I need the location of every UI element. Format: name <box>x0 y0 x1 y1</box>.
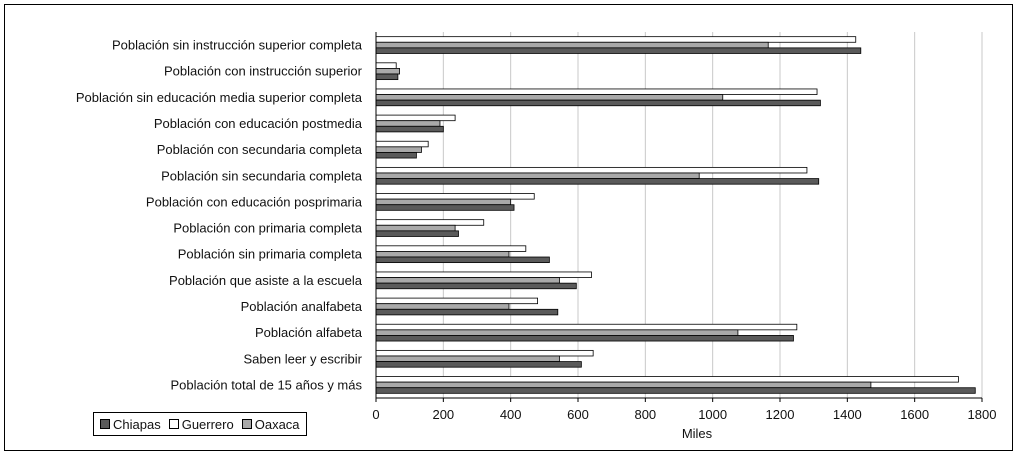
bar-oaxaca-7 <box>375 224 456 232</box>
bar-oaxaca-9 <box>375 277 560 284</box>
category-label-0: Población sin instrucción superior compl… <box>112 38 363 53</box>
bar-oaxaca-6 <box>375 198 512 206</box>
bar-oaxaca-4 <box>375 146 422 153</box>
x-tick-label-0: 0 <box>372 407 379 422</box>
bar-guerrero-10 <box>375 297 539 305</box>
category-label-9: Población que asiste a la escuela <box>169 273 363 288</box>
bar-guerrero-8 <box>375 245 527 252</box>
category-label-6: Población con educación posprimaria <box>146 194 363 209</box>
bar-oaxaca-8 <box>375 251 510 258</box>
bar-guerrero-11 <box>375 323 798 331</box>
bar-chiapas-8 <box>375 256 550 264</box>
bar-guerrero-0 <box>375 36 857 43</box>
bar-guerrero-5 <box>375 166 808 174</box>
legend-swatch-oaxaca <box>241 419 252 429</box>
bar-guerrero-7 <box>375 219 485 226</box>
bar-chiapas-9 <box>375 282 577 290</box>
x-tick-label-800: 800 <box>634 407 656 422</box>
bars <box>375 36 976 394</box>
x-tick-label-1400: 1400 <box>833 407 862 422</box>
legend-item-chiapas: Chiapas <box>100 417 161 432</box>
category-label-3: Población con educación postmedia <box>154 116 363 131</box>
bar-chiapas-13 <box>375 387 976 394</box>
legend-item-oaxaca: Oaxaca <box>241 416 300 432</box>
bar-chiapas-7 <box>375 230 459 237</box>
x-tick-label-400: 400 <box>500 407 522 422</box>
bar-guerrero-1 <box>375 62 397 69</box>
legend-swatch-guerrero <box>168 419 179 429</box>
bar-oaxaca-10 <box>375 303 510 310</box>
x-tick-label-600: 600 <box>567 407 589 422</box>
category-label-4: Población con secundaria completa <box>157 142 363 157</box>
axes <box>375 32 983 402</box>
legend-swatch-chiapas <box>100 419 110 429</box>
x-tick-label-1200: 1200 <box>766 407 795 422</box>
bar-oaxaca-0 <box>375 41 769 49</box>
legend: Chiapas Guerrero Oaxaca <box>93 412 307 436</box>
category-label-13: Población total de 15 años y más <box>170 377 362 392</box>
bar-oaxaca-1 <box>375 68 400 75</box>
category-label-8: Población sin primaria completa <box>178 247 363 262</box>
bar-guerrero-4 <box>375 140 429 148</box>
category-label-2: Población sin educación media superior c… <box>76 90 363 105</box>
bar-guerrero-13 <box>375 376 959 383</box>
x-tick-label-1000: 1000 <box>698 407 727 422</box>
x-tick-label-1800: 1800 <box>968 407 997 422</box>
bar-chiapas-11 <box>375 335 794 342</box>
category-label-1: Población con instrucción superior <box>164 64 363 79</box>
bar-chiapas-3 <box>375 125 444 133</box>
legend-item-guerrero: Guerrero <box>168 416 234 432</box>
legend-label-chiapas: Chiapas <box>113 416 161 432</box>
legend-label-oaxaca: Oaxaca <box>254 416 300 432</box>
bar-chiapas-2 <box>375 99 821 107</box>
bar-guerrero-3 <box>375 114 456 122</box>
bar-oaxaca-13 <box>375 381 872 389</box>
bar-chiapas-6 <box>375 204 515 211</box>
bar-oaxaca-11 <box>375 329 739 336</box>
bar-guerrero-9 <box>375 271 592 278</box>
chart-frame: Población sin instrucción superior compl… <box>4 4 1013 451</box>
category-label-7: Población con primaria completa <box>173 221 362 236</box>
bar-oaxaca-5 <box>375 172 700 179</box>
category-label-11: Población alfabeta <box>255 325 363 340</box>
bar-oaxaca-2 <box>375 94 724 101</box>
bar-chiapas-0 <box>375 47 862 54</box>
bar-guerrero-12 <box>375 349 594 357</box>
bar-oaxaca-12 <box>375 355 560 362</box>
bar-chiapas-1 <box>375 73 399 81</box>
x-tick-labels: 0 200 400 600 800 1000 1200 1400 1600 1800 <box>372 407 996 422</box>
bar-chiapas-5 <box>375 178 820 185</box>
category-label-12: Saben leer y escribir <box>244 351 363 366</box>
category-label-5: Población sin secundaria completa <box>161 168 363 183</box>
legend-label-guerrero: Guerrero <box>181 416 234 432</box>
x-axis-title: Miles <box>682 426 713 441</box>
bar-chiapas-12 <box>375 361 582 368</box>
bar-oaxaca-3 <box>375 120 441 127</box>
bar-chiapas-10 <box>375 308 559 316</box>
category-label-10: Población analfabeta <box>241 299 363 314</box>
bar-guerrero-2 <box>375 88 818 95</box>
gridlines <box>442 32 983 398</box>
bar-guerrero-6 <box>375 193 535 200</box>
x-tick-label-1600: 1600 <box>900 407 929 422</box>
bar-chiapas-4 <box>375 152 417 159</box>
bar-chart: Población sin instrucción superior compl… <box>76 32 996 441</box>
x-tick-label-200: 200 <box>432 407 454 422</box>
category-labels: Población sin instrucción superior compl… <box>76 38 363 393</box>
